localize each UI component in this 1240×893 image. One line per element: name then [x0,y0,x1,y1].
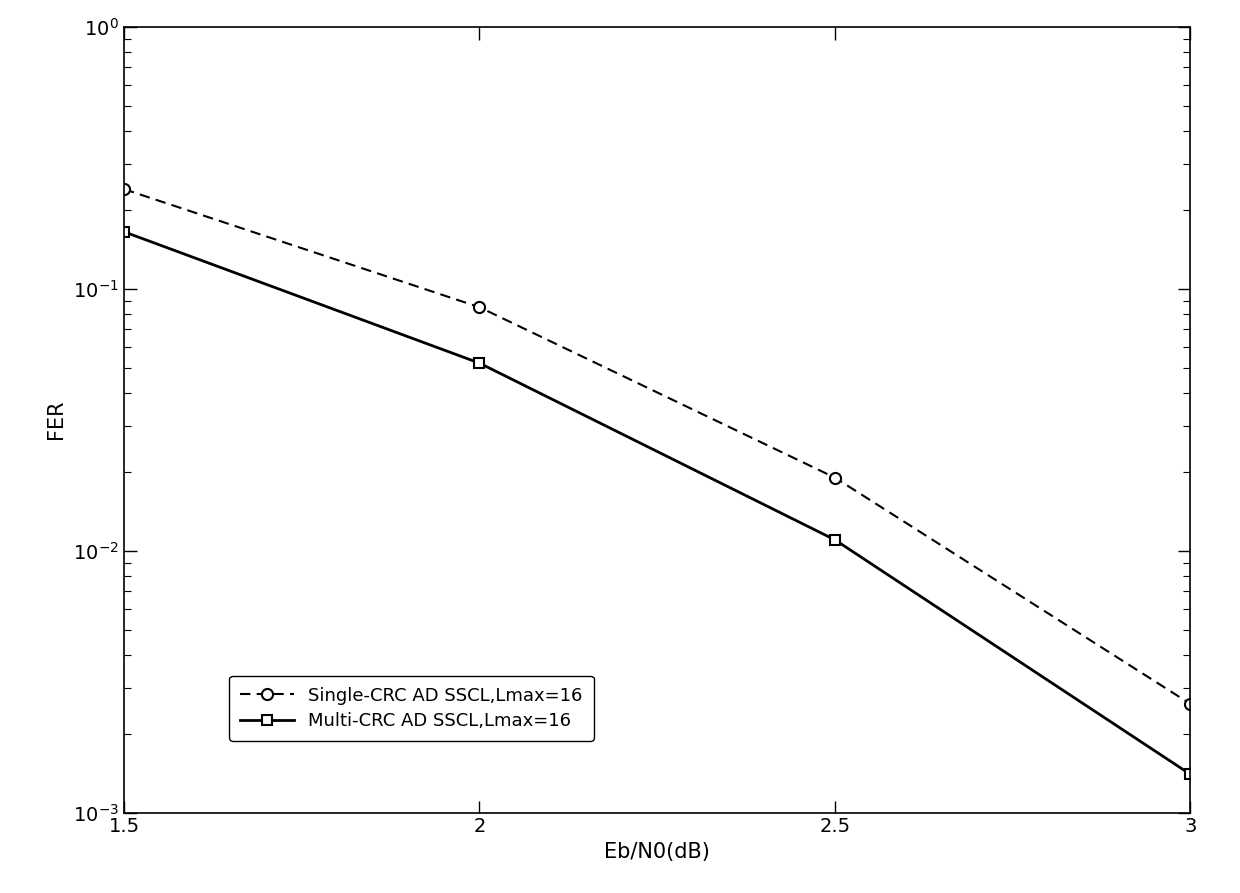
Y-axis label: FER: FER [46,400,66,439]
Legend: Single-CRC AD SSCL,Lmax=16, Multi-CRC AD SSCL,Lmax=16: Single-CRC AD SSCL,Lmax=16, Multi-CRC AD… [229,676,594,740]
X-axis label: Eb/N0(dB): Eb/N0(dB) [604,842,711,862]
